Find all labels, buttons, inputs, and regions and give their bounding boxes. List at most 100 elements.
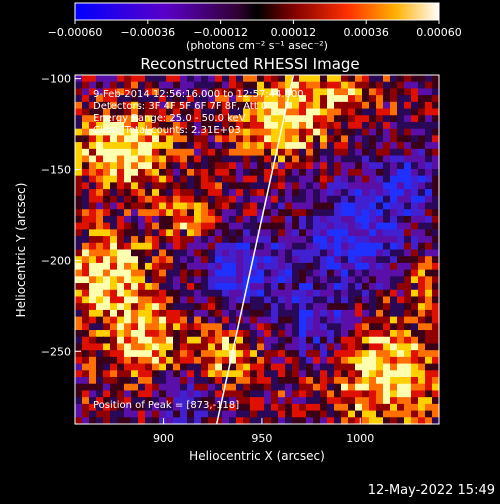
heatmap-cell <box>103 370 111 378</box>
heatmap-cell <box>75 330 83 338</box>
heatmap-cell <box>82 410 90 418</box>
heatmap-cell <box>103 115 111 123</box>
heatmap-cell <box>390 242 398 251</box>
heatmap-cell <box>180 189 188 197</box>
heatmap-cell <box>201 289 209 298</box>
heatmap-cell <box>313 289 321 298</box>
heatmap-cell <box>362 175 370 183</box>
heatmap-cell <box>82 343 90 351</box>
heatmap-cell <box>418 390 426 398</box>
heatmap-cell <box>369 343 377 351</box>
heatmap-cell <box>229 276 237 284</box>
heatmap-cell <box>159 343 167 351</box>
heatmap-cell <box>117 222 125 230</box>
heatmap-cell <box>313 370 321 378</box>
heatmap-cell <box>334 242 342 251</box>
heatmap-cell <box>117 95 125 103</box>
heatmap-cell <box>397 289 405 298</box>
heatmap-cell <box>355 128 363 136</box>
heatmap-cell <box>180 289 188 298</box>
heatmap-cell <box>390 397 398 405</box>
heatmap-cell <box>194 95 202 103</box>
heatmap-cell <box>320 215 328 224</box>
heatmap-cell <box>236 148 244 157</box>
heatmap-cell <box>166 135 174 143</box>
heatmap-cell <box>257 236 265 244</box>
heatmap-cell <box>390 370 398 378</box>
heatmap-cell <box>432 262 440 271</box>
heatmap-cell <box>173 128 181 136</box>
heatmap-cell <box>138 142 146 150</box>
heatmap-cell <box>411 128 419 136</box>
heatmap-cell <box>110 75 118 83</box>
heatmap-cell <box>96 195 104 204</box>
heatmap-cell <box>124 121 132 130</box>
heatmap-cell <box>271 383 279 392</box>
heatmap-cell <box>159 336 167 345</box>
heatmap-cell <box>96 202 104 210</box>
heatmap-cell <box>334 121 342 130</box>
heatmap-cell <box>425 155 433 163</box>
heatmap-cell <box>110 390 118 398</box>
heatmap-cell <box>152 189 160 197</box>
heatmap-cell <box>271 195 279 204</box>
heatmap-cell <box>320 269 328 277</box>
heatmap-cell <box>341 256 349 264</box>
heatmap-cell <box>236 350 244 358</box>
heatmap-cell <box>285 121 293 130</box>
heatmap-cell <box>138 283 146 291</box>
heatmap-cell <box>292 202 300 210</box>
heatmap-cell <box>159 182 167 190</box>
heatmap-cell <box>194 128 202 136</box>
heatmap-cell <box>432 168 440 177</box>
heatmap-cell <box>145 336 153 345</box>
heatmap-cell <box>166 269 174 277</box>
heatmap-cell <box>404 222 412 230</box>
heatmap-cell <box>404 383 412 392</box>
heatmap-cell <box>82 175 90 183</box>
heatmap-cell <box>222 189 230 197</box>
heatmap-cell <box>82 209 90 217</box>
heatmap-cell <box>313 377 321 385</box>
heatmap-cell <box>362 336 370 345</box>
heatmap-cell <box>229 377 237 385</box>
heatmap-cell <box>425 209 433 217</box>
heatmap-cell <box>397 276 405 284</box>
heatmap-cell <box>152 236 160 244</box>
heatmap-cell <box>187 81 195 90</box>
heatmap-cell <box>201 81 209 90</box>
heatmap-cell <box>180 377 188 385</box>
heatmap-cell <box>278 276 286 284</box>
heatmap-cell <box>145 195 153 204</box>
heatmap-cell <box>187 249 195 257</box>
heatmap-cell <box>159 249 167 257</box>
heatmap-cell <box>180 182 188 190</box>
heatmap-cell <box>334 135 342 143</box>
heatmap-cell <box>250 229 258 237</box>
heatmap-cell <box>103 128 111 136</box>
heatmap-cell <box>292 189 300 197</box>
heatmap-cell <box>96 289 104 298</box>
heatmap-cell <box>187 182 195 190</box>
heatmap-cell <box>229 296 237 304</box>
heatmap-cell <box>299 88 307 96</box>
heatmap-cell <box>306 121 314 130</box>
heatmap-cell <box>145 88 153 96</box>
heatmap-cell <box>194 115 202 123</box>
heatmap-cell <box>397 390 405 398</box>
heatmap-cell <box>124 148 132 157</box>
heatmap-cell <box>187 236 195 244</box>
heatmap-cell <box>215 155 223 163</box>
heatmap-cell <box>173 81 181 90</box>
heatmap-cell <box>229 175 237 183</box>
heatmap-cell <box>117 309 125 318</box>
heatmap-cell <box>257 209 265 217</box>
heatmap-cell <box>75 175 83 183</box>
heatmap-cell <box>138 168 146 177</box>
heatmap-cell <box>278 155 286 163</box>
heatmap-cell <box>355 168 363 177</box>
heatmap-cell <box>425 121 433 130</box>
heatmap-cell <box>117 377 125 385</box>
heatmap-cell <box>75 283 83 291</box>
heatmap-cell <box>383 283 391 291</box>
